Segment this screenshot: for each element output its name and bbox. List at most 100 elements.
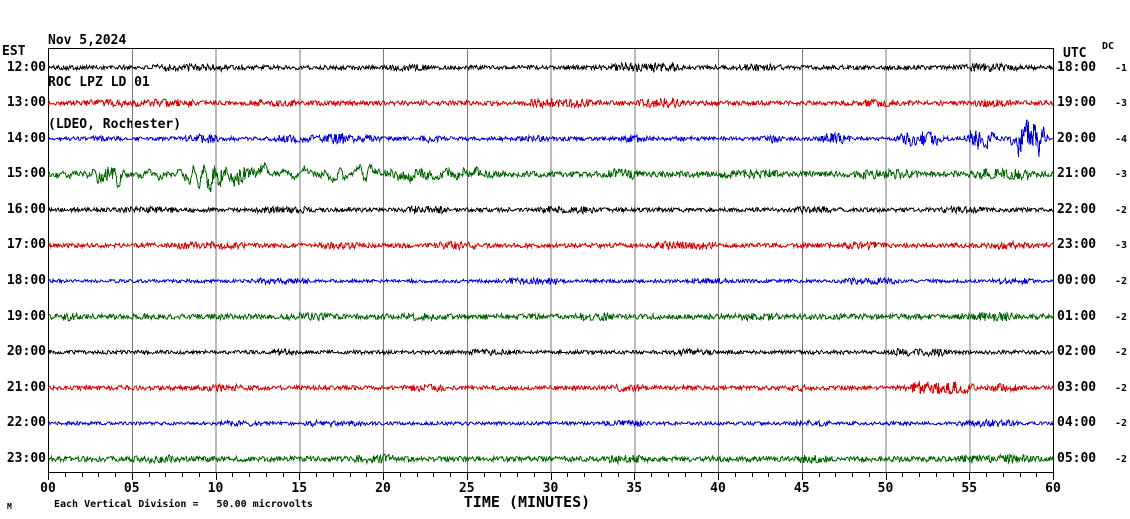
major-tick [215,472,217,480]
minor-tick [567,472,569,477]
trace-1300-est [48,96,1054,110]
trace-1800-est [48,276,1054,286]
trace-2100-est [48,380,1054,396]
x-axis-title: TIME (MINUTES) [463,493,591,511]
trace-1600-est [48,204,1054,216]
major-tick [969,472,971,480]
minor-tick [952,472,954,477]
trace-1500-est [48,161,1054,193]
right-axis-label: UTC [1063,46,1087,61]
major-tick [801,472,803,480]
dc-offset-value: -2 [1114,276,1127,288]
x-tick-label-00: 00 [40,481,56,496]
minor-tick [265,472,267,477]
minor-tick [433,472,435,477]
minor-tick [835,472,837,477]
est-time-label: 20:00 [6,344,46,360]
dc-offset-value: -2 [1114,311,1127,323]
est-time-label: 18:00 [6,273,46,289]
dc-offset-value: -2 [1114,418,1127,430]
minor-tick [667,472,669,477]
utc-time-label: 23:00 [1057,237,1097,253]
header-network: (LDEO, Rochester) [48,117,182,132]
x-tick-label-10: 10 [207,481,224,496]
dc-offset-value: -4 [1114,133,1127,145]
est-time-label: 19:00 [6,308,46,324]
trace-2000-est [48,346,1054,358]
major-tick [885,472,887,480]
minor-tick [1019,472,1021,477]
x-tick-label-60: 60 [1045,481,1061,496]
minor-tick [249,472,250,477]
minor-tick [450,472,451,477]
x-tick-label-15: 15 [291,481,308,496]
minor-tick [165,472,167,477]
utc-time-label: 02:00 [1057,344,1097,360]
minor-tick [1002,472,1004,477]
major-tick [718,472,719,480]
minor-tick [316,472,317,477]
x-tick-label-30: 30 [542,481,559,496]
minor-tick [500,472,502,477]
est-time-label: 15:00 [6,166,46,182]
minor-tick [852,472,853,477]
dc-offset-value: -3 [1114,169,1127,181]
x-tick-label-25: 25 [458,481,475,496]
trace-1200-est [48,61,1054,74]
utc-time-label: 04:00 [1057,415,1097,431]
major-tick [48,472,49,480]
major-tick [299,472,301,480]
major-tick [466,472,468,480]
major-tick [634,472,636,480]
minor-tick [349,472,351,477]
utc-time-label: 01:00 [1057,308,1097,324]
major-tick [550,472,552,480]
minor-tick [64,472,66,477]
major-tick [383,472,384,480]
minor-tick [868,472,870,477]
minor-tick [751,472,753,477]
minor-tick [517,472,518,477]
minor-tick [282,472,284,477]
dc-column-label: DC [1102,41,1115,52]
trace-2300-est [48,452,1054,466]
utc-time-label: 05:00 [1057,450,1097,466]
minor-tick [366,472,368,477]
dc-offset-value: -2 [1114,453,1127,465]
trace-1400-est [48,119,1054,158]
minor-tick [818,472,820,477]
minor-tick [919,472,920,477]
utc-time-label: 03:00 [1057,379,1097,395]
minor-tick [785,472,786,477]
dc-offset-value: -2 [1114,347,1127,359]
dc-offset-value: -3 [1114,240,1127,252]
seismogram-plot [48,48,1054,473]
dc-offset-value: -1 [1114,62,1127,74]
minor-tick [684,472,686,477]
minor-tick [198,472,200,477]
minor-tick [182,472,183,477]
major-tick [131,472,133,480]
scale-note: Each Vertical Division = 50.00 microvolt… [54,499,313,510]
est-time-label: 17:00 [6,237,46,253]
minor-tick [902,472,904,477]
minor-tick [232,472,234,477]
left-axis-label: EST [2,44,26,59]
minor-tick [1036,472,1038,477]
minor-tick [768,472,770,477]
header-date: Nov 5,2024 [48,33,127,48]
minor-tick [81,472,83,477]
est-time-label: 12:00 [6,59,46,75]
minor-tick [533,472,535,477]
minor-tick [986,472,987,477]
est-time-label: 14:00 [6,130,46,146]
minor-tick [617,472,619,477]
plot-header: Nov 5,2024 ROC LPZ LD 01 (LDEO, Rocheste… [48,6,181,160]
x-tick-label-50: 50 [877,481,894,496]
minor-tick [701,472,703,477]
trace-1900-est [48,310,1054,323]
minor-tick [600,472,602,477]
x-tick-label-40: 40 [710,481,726,496]
dc-offset-value: -2 [1114,382,1127,394]
trace-2200-est [48,418,1054,429]
